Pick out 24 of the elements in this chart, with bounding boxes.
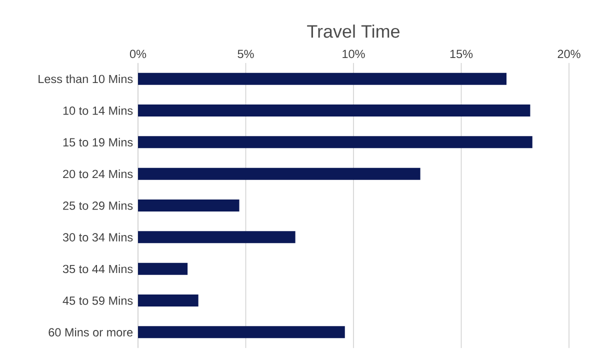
y-tick-label: 10 to 14 Mins — [63, 106, 133, 115]
bar — [138, 200, 240, 212]
x-tick-label: 15% — [450, 50, 473, 58]
y-tick-label: 20 to 24 Mins — [63, 170, 133, 178]
bar — [138, 104, 530, 117]
chart-title: Travel Time — [307, 24, 400, 38]
y-tick-label: Less than 10 Mins — [38, 74, 133, 84]
x-tick-label: 20% — [558, 50, 580, 58]
bar — [138, 231, 296, 244]
x-tick-label: 10% — [342, 50, 365, 58]
bar — [138, 168, 420, 180]
y-tick-label: 25 to 29 Mins — [63, 201, 133, 210]
bar — [138, 326, 345, 338]
y-tick-label: 60 Mins or more — [48, 328, 133, 336]
x-tick-label: 5% — [238, 50, 254, 58]
y-tick-label: 15 to 19 Mins — [63, 138, 133, 146]
bar — [138, 262, 188, 275]
bar — [138, 136, 532, 148]
x-tick-label: 0% — [130, 50, 146, 58]
y-tick-label: 30 to 34 Mins — [62, 232, 133, 242]
bar — [138, 72, 507, 85]
y-tick-label: 35 to 44 Mins — [62, 264, 133, 274]
y-tick-label: 45 to 59 Mins — [62, 296, 133, 305]
bar — [138, 294, 198, 307]
